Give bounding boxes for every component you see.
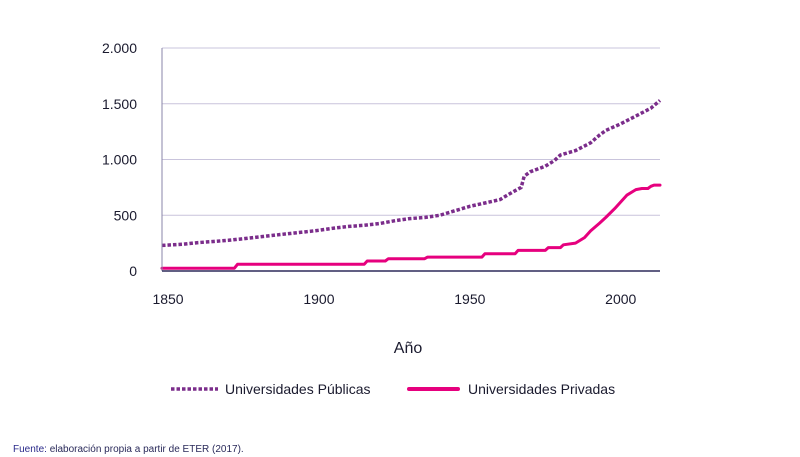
x-axis-label: Año (394, 340, 423, 357)
gridlines (162, 47, 660, 216)
x-tick-label: 1900 (303, 291, 334, 307)
y-tick-label: 0 (129, 263, 137, 279)
y-tick-label: 1.500 (102, 96, 137, 112)
y-tick-label: 500 (114, 207, 138, 223)
x-axis-tick-labels: 1850 1900 1950 2000 (152, 291, 636, 307)
source-note: Fuente: elaboración propia a partir de E… (13, 444, 244, 456)
series-line-privadas (160, 183, 662, 270)
y-tick-label: 2.000 (102, 40, 137, 56)
x-tick-label: 1950 (454, 291, 485, 307)
legend-label-privadas: Universidades Privadas (468, 381, 615, 397)
legend: Universidades Públicas Universidades Priv… (171, 381, 615, 397)
source-label: Fuente: (13, 444, 47, 455)
legend-label-publicas: Universidades Públicas (225, 381, 371, 397)
x-tick-label: 2000 (605, 291, 636, 307)
y-axis-tick-labels: 0 500 1.000 1.500 2.000 (102, 40, 137, 279)
series-line-publicas (161, 99, 662, 248)
y-tick-label: 1.000 (102, 152, 137, 168)
source-text: elaboración propia a partir de ETER (201… (46, 444, 244, 455)
x-tick-label: 1850 (152, 291, 183, 307)
series-lines (160, 99, 662, 270)
